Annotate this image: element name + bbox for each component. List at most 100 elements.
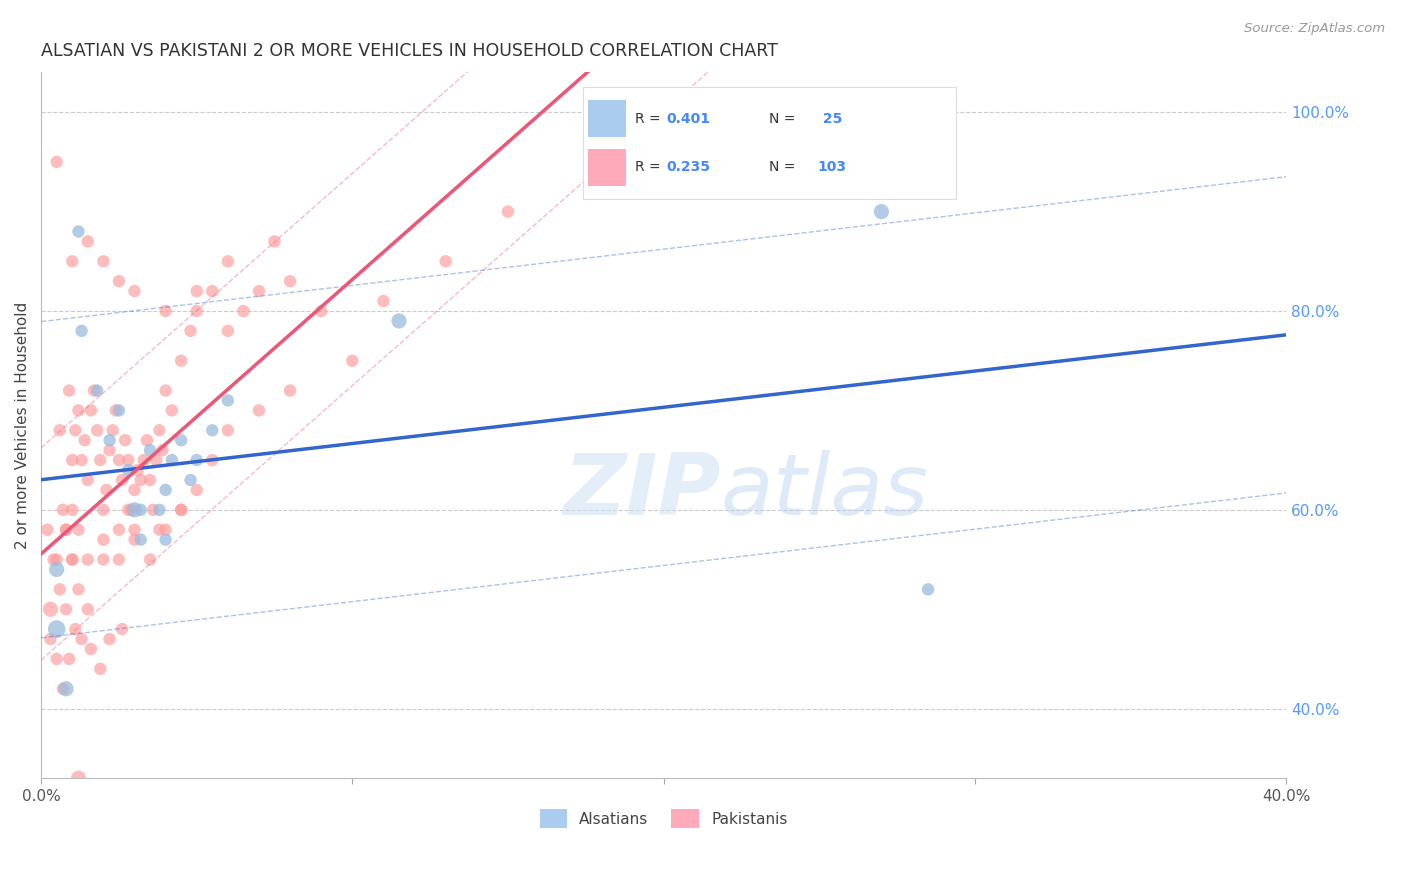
Point [55, 523, 77, 537]
Point [67, 582, 90, 597]
Point [86, 384, 108, 398]
Point [58, 384, 80, 398]
Point [70, 632, 93, 646]
Point [148, 523, 170, 537]
Point [117, 503, 139, 517]
Point [76, 552, 98, 566]
Point [39, 602, 62, 616]
Point [124, 503, 146, 517]
Point [98, 632, 121, 646]
Point [117, 453, 139, 467]
Point [155, 384, 177, 398]
Point [45, 154, 67, 169]
Point [129, 533, 152, 547]
Point [108, 453, 131, 467]
Point [232, 304, 254, 318]
Point [52, 503, 75, 517]
Point [388, 314, 411, 328]
Point [373, 294, 395, 309]
Point [108, 274, 131, 288]
Point [186, 483, 208, 497]
Point [155, 304, 177, 318]
Point [152, 443, 174, 458]
Point [89, 662, 111, 676]
Y-axis label: 2 or more Vehicles in Household: 2 or more Vehicles in Household [15, 301, 30, 549]
Point [80, 642, 103, 657]
Point [186, 453, 208, 467]
Point [148, 503, 170, 517]
Point [65, 423, 87, 437]
Point [139, 552, 162, 566]
Point [73, 434, 96, 448]
Point [104, 403, 127, 417]
Point [186, 304, 208, 318]
Point [217, 393, 239, 408]
Point [124, 284, 146, 298]
Text: atlas: atlas [720, 450, 928, 533]
Point [83, 384, 105, 398]
Point [55, 602, 77, 616]
Point [278, 274, 301, 288]
Point [117, 463, 139, 477]
Point [96, 483, 118, 497]
Point [60, 552, 83, 566]
Point [76, 235, 98, 249]
Point [60, 254, 83, 268]
Point [342, 353, 364, 368]
Point [70, 324, 93, 338]
Point [139, 473, 162, 487]
Point [179, 324, 201, 338]
Point [45, 562, 67, 576]
Point [60, 552, 83, 566]
Point [108, 552, 131, 566]
Point [139, 443, 162, 458]
Point [37, 523, 59, 537]
Point [108, 403, 131, 417]
Point [127, 463, 149, 477]
Text: Source: ZipAtlas.com: Source: ZipAtlas.com [1244, 22, 1385, 36]
Point [129, 503, 152, 517]
Point [120, 503, 142, 517]
Point [111, 473, 134, 487]
Point [60, 503, 83, 517]
Point [247, 403, 270, 417]
Point [45, 622, 67, 636]
Point [217, 423, 239, 437]
Point [170, 503, 193, 517]
Point [278, 384, 301, 398]
Point [148, 423, 170, 437]
Point [67, 403, 90, 417]
Point [201, 453, 224, 467]
Point [170, 503, 193, 517]
Point [67, 225, 90, 239]
Point [98, 434, 121, 448]
Point [45, 552, 67, 566]
Point [93, 533, 115, 547]
Point [170, 353, 193, 368]
Point [49, 423, 72, 437]
Point [76, 602, 98, 616]
Point [65, 622, 87, 636]
Point [98, 443, 121, 458]
Point [45, 801, 67, 815]
Point [93, 552, 115, 566]
Point [145, 453, 167, 467]
Point [45, 652, 67, 666]
Point [917, 582, 939, 597]
Point [186, 284, 208, 298]
Point [93, 503, 115, 517]
Point [60, 453, 83, 467]
Point [179, 473, 201, 487]
Point [67, 523, 90, 537]
Point [155, 483, 177, 497]
Point [42, 552, 65, 566]
Point [89, 453, 111, 467]
Point [49, 582, 72, 597]
Point [108, 523, 131, 537]
Text: ZIP: ZIP [562, 450, 720, 533]
Point [201, 284, 224, 298]
Point [160, 403, 183, 417]
Point [309, 304, 332, 318]
Point [263, 235, 285, 249]
Legend: Alsatians, Pakistanis: Alsatians, Pakistanis [533, 803, 793, 834]
